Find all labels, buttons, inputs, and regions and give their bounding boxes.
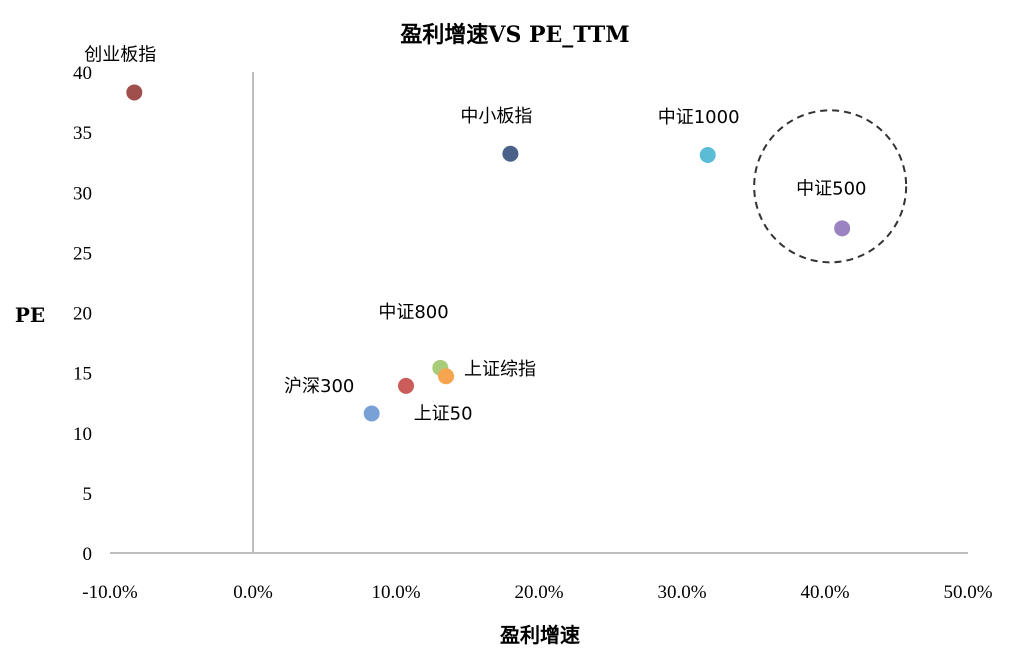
data-point [502,145,519,162]
point-label: 上证50 [414,404,473,425]
x-tick-label: 10.0% [371,582,420,603]
tick-labels: 0 5 10 15 20 25 30 35 40 -10.0% 0.0% 10.0% 20.0% 30.0… [73,63,993,603]
y-tick-label: 25 [73,243,92,264]
x-tick-label: 50.0% [943,582,992,603]
point-label: 沪深300 [284,376,354,397]
point-label: 上证综指 [464,359,536,380]
axes [110,72,968,554]
y-tick-label: 30 [73,183,92,204]
x-tick-label: 40.0% [800,582,849,603]
y-tick-label: 35 [73,123,92,144]
x-tick-label: 0.0% [233,582,273,603]
point-label: 创业板指 [84,44,156,65]
y-tick-label: 0 [83,544,93,565]
data-points [126,84,851,422]
x-axis-title: 盈利增速 [499,623,580,647]
data-point [438,368,455,385]
data-point [699,146,716,163]
point-label: 中证1000 [658,107,740,128]
x-tick-label: -10.0% [82,582,138,603]
x-tick-label: 20.0% [514,582,563,603]
data-point [834,220,851,237]
y-tick-label: 20 [73,304,92,325]
data-point [363,405,380,422]
data-point [398,377,415,394]
y-tick-label: 15 [73,364,92,385]
x-tick-label: 30.0% [657,582,706,603]
chart-title: 盈利增速VS PE_TTM [399,22,629,48]
point-label: 中小板指 [460,106,532,127]
y-axis-title: PE [15,303,45,327]
y-tick-label: 40 [73,63,92,84]
point-label: 中证500 [796,178,866,199]
data-point [126,84,143,101]
y-tick-label: 10 [73,424,92,445]
point-label: 中证800 [378,302,448,323]
y-tick-label: 5 [83,484,93,505]
